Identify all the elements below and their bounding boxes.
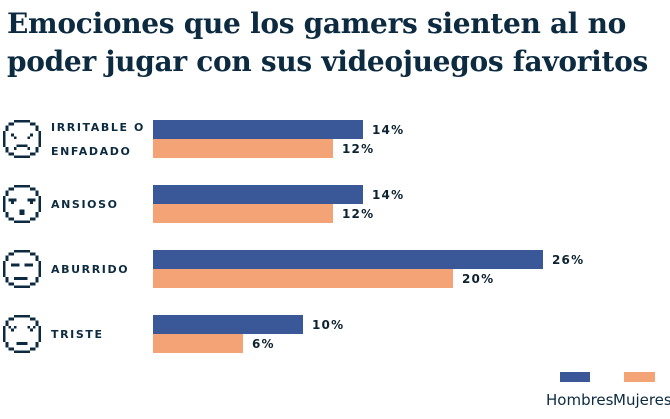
bar-group: 10% 6% bbox=[153, 315, 344, 353]
category-row: TRISTE 10% 6% bbox=[0, 315, 670, 355]
mujeres-bar bbox=[153, 139, 333, 158]
category-label: ABURRIDO bbox=[51, 262, 130, 276]
value-label: 10% bbox=[312, 317, 345, 332]
bar-group: 14% 12% bbox=[153, 185, 404, 223]
sad-face-pixel-icon bbox=[3, 315, 41, 353]
value-label: 14% bbox=[372, 122, 405, 137]
mujeres-bar bbox=[153, 269, 453, 288]
hombres-bar bbox=[153, 315, 303, 334]
value-label: 6% bbox=[252, 336, 275, 351]
value-label: 12% bbox=[342, 141, 375, 156]
value-label: 26% bbox=[552, 252, 585, 267]
category-label: TRISTE bbox=[51, 327, 104, 341]
legend-swatch-mujeres bbox=[624, 372, 655, 382]
category-label: IRRITABLE O ENFADADO bbox=[51, 120, 145, 158]
category-label: ANSIOSO bbox=[51, 197, 119, 211]
bored-face-pixel-icon bbox=[3, 250, 41, 288]
hombres-bar bbox=[153, 120, 363, 139]
hombres-bar bbox=[153, 185, 363, 204]
chart-title: Emociones que los gamers sienten al no p… bbox=[7, 7, 648, 78]
mujeres-bar bbox=[153, 204, 333, 223]
legend-swatch-hombres bbox=[560, 372, 590, 382]
category-row: IRRITABLE O ENFADADO 14% 12% bbox=[0, 120, 670, 160]
bar-group: 26% 20% bbox=[153, 250, 584, 288]
hombres-bar bbox=[153, 250, 543, 269]
category-row: ANSIOSO 14% 12% bbox=[0, 185, 670, 225]
legend-label-hombres: Hombres bbox=[546, 391, 614, 409]
value-label: 14% bbox=[372, 187, 405, 202]
value-label: 12% bbox=[342, 206, 375, 221]
legend-label-mujeres: Mujeres bbox=[613, 391, 670, 409]
value-label: 20% bbox=[462, 271, 495, 286]
category-row: ABURRIDO 26% 20% bbox=[0, 250, 670, 290]
anxious-face-pixel-icon bbox=[3, 185, 41, 223]
angry-face-pixel-icon bbox=[3, 120, 41, 158]
bar-group: 14% 12% bbox=[153, 120, 404, 158]
mujeres-bar bbox=[153, 334, 243, 353]
